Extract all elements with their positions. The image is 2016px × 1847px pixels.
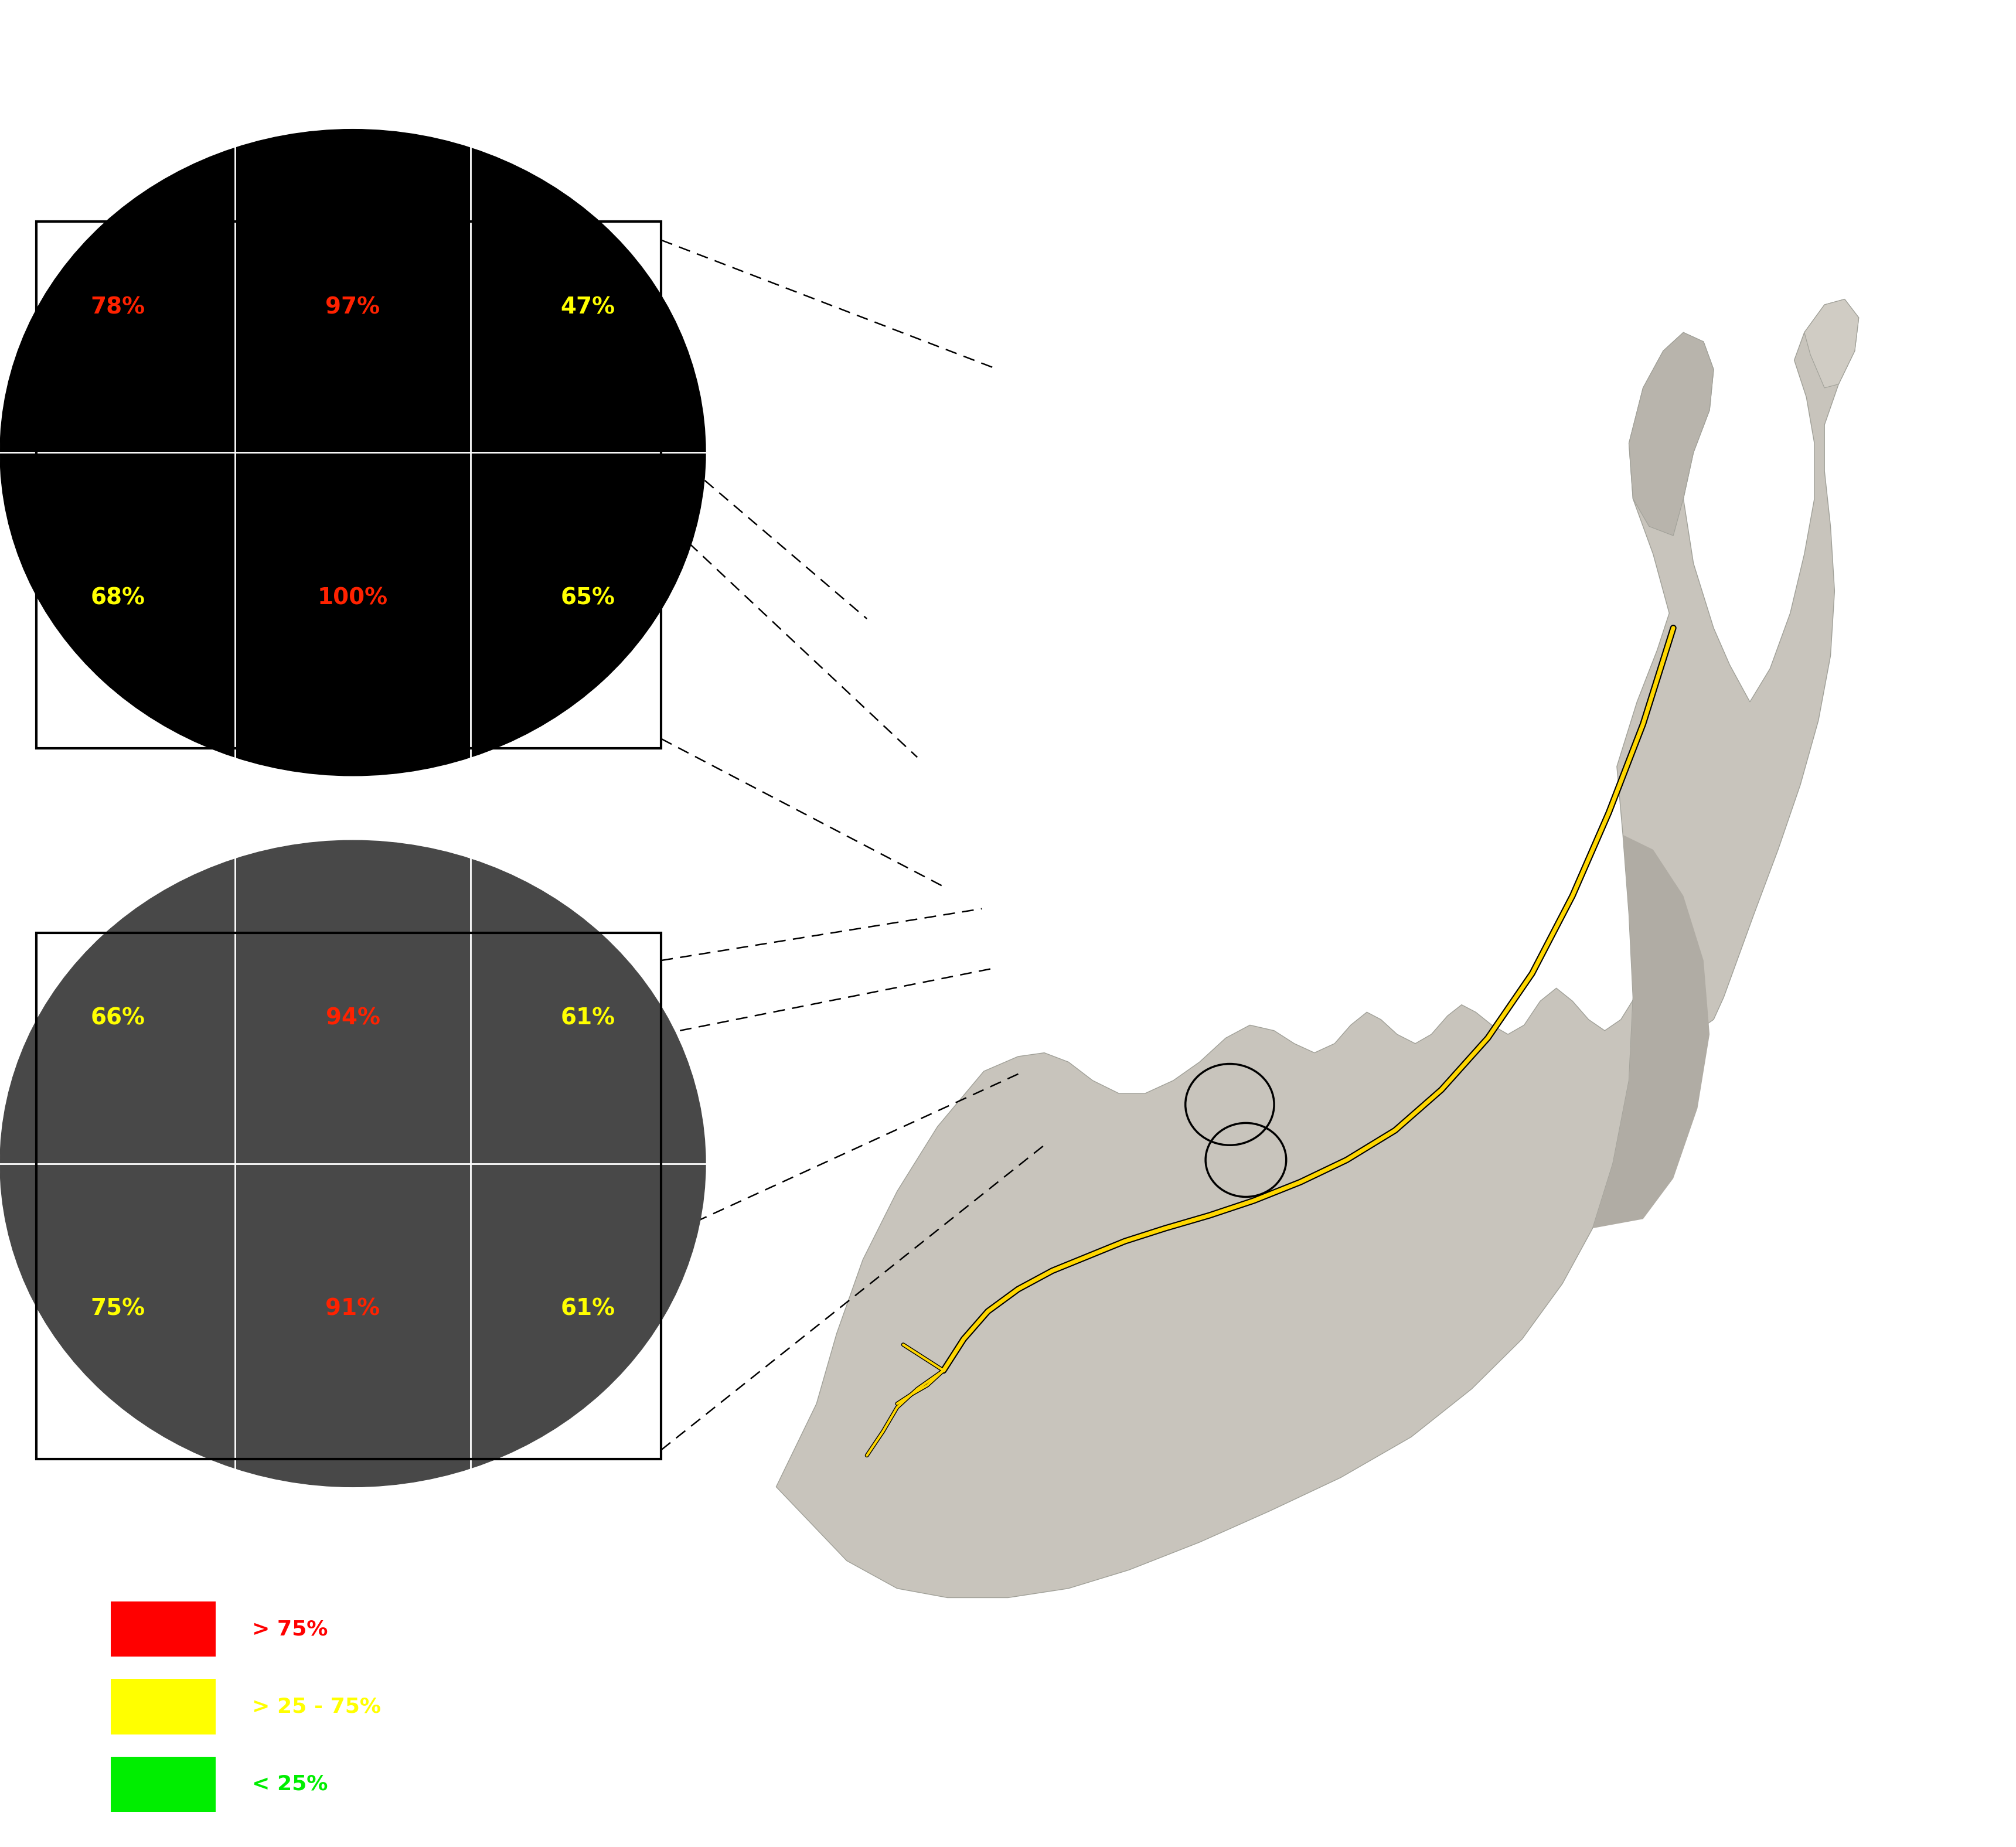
Polygon shape [1593,835,1710,1228]
Text: < 25%: < 25% [252,1775,329,1793]
Polygon shape [776,299,1859,1598]
Bar [36,933,661,1459]
Bar [111,1679,216,1734]
Text: 97%: 97% [325,296,381,318]
Text: > 25 - 75%: > 25 - 75% [252,1697,381,1716]
Text: 65%: 65% [560,587,615,610]
Text: > 75%: > 75% [252,1620,329,1638]
Text: 94%: 94% [325,1007,381,1029]
Polygon shape [1629,332,1714,536]
Text: 61%: 61% [560,1298,615,1321]
Bar [111,1601,216,1657]
Bar [36,222,661,748]
Bar [111,1756,216,1812]
Text: 78%: 78% [91,296,145,318]
Circle shape [0,840,706,1487]
Circle shape [0,129,706,776]
Text: 68%: 68% [91,587,145,610]
Polygon shape [1804,299,1859,388]
Text: 100%: 100% [319,587,387,610]
Text: 47%: 47% [560,296,615,318]
Text: 91%: 91% [325,1298,381,1321]
Text: 66%: 66% [91,1007,145,1029]
Bar [36,933,661,1459]
Text: 75%: 75% [91,1298,145,1321]
Bar [36,222,661,748]
Text: 61%: 61% [560,1007,615,1029]
